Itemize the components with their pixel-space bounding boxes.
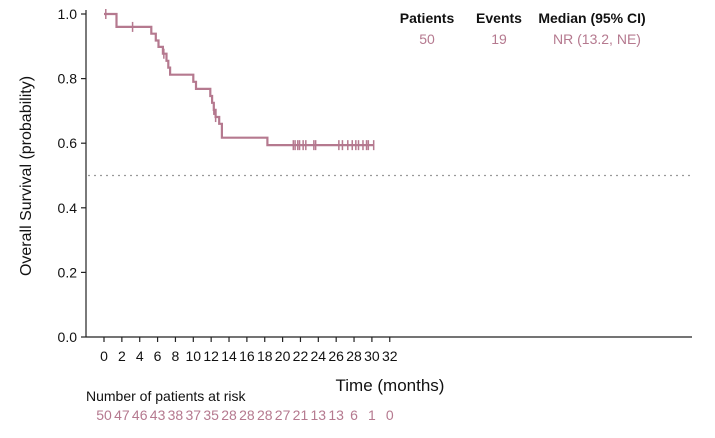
y-tick-label: 0.2 [58,264,78,280]
x-tick-label: 30 [364,348,380,364]
risk-count: 47 [114,407,130,423]
risk-count: 46 [131,407,148,423]
x-tick-label: 0 [100,348,108,364]
x-tick-label: 12 [203,348,219,364]
stats-value-patients: 50 [419,31,435,47]
x-tick-label: 22 [293,348,309,364]
y-tick-label: 1.0 [58,6,78,22]
y-tick-label: 0.4 [58,200,78,216]
y-tick-label: 0.8 [58,71,78,87]
risk-count: 35 [203,407,219,423]
stats-header-median: Median (95% CI) [538,10,646,26]
risk-table-title: Number of patients at risk [86,388,246,404]
x-tick-label: 6 [154,348,162,364]
x-axis-title: Time (months) [335,376,445,395]
stats-header-patients: Patients [399,10,455,26]
risk-count: 0 [385,407,394,423]
x-tick-label: 28 [346,348,362,364]
x-tick-label: 8 [172,348,180,364]
risk-count: 13 [328,407,344,423]
risk-count: 38 [167,407,184,423]
x-tick-label: 20 [275,348,291,364]
risk-count: 27 [274,407,291,423]
axes: 0.00.20.40.60.81.00 2 4 6 8 10 12 14 16 18 20 22 24 2… [58,6,692,364]
risk-count: 37 [185,407,202,423]
x-tick-label: 4 [136,348,144,364]
x-tick-label: 2 [118,348,126,364]
risk-count: 43 [149,407,166,423]
risk-count: 6 [350,407,358,423]
risk-count: 28 [256,407,273,423]
risk-count: 28 [239,407,255,423]
stats-value-median: NR (13.2, NE) [553,31,641,47]
x-tick-label: 32 [382,348,398,364]
risk-count: 50 [96,407,112,423]
risk-count: 13 [310,407,327,423]
stats-value-events: 19 [491,31,507,47]
risk-count: 28 [221,407,237,423]
x-tick-label: 24 [311,348,327,364]
y-axis-title: Overall Survival (probability) [18,75,35,277]
stats-header-events: Events [476,10,522,26]
plot-marks [88,9,692,177]
x-tick-label: 14 [221,348,237,364]
risk-count: 21 [292,407,309,423]
survival-curve [104,12,374,147]
x-tick-label: 16 [239,348,255,364]
risk-count: 1 [367,407,376,423]
x-tick-label: 26 [328,348,344,364]
x-tick-label: 18 [257,348,273,364]
y-tick-label: 0.0 [58,329,78,345]
y-tick-label: 0.6 [58,135,78,151]
x-tick-label: 10 [186,348,202,364]
